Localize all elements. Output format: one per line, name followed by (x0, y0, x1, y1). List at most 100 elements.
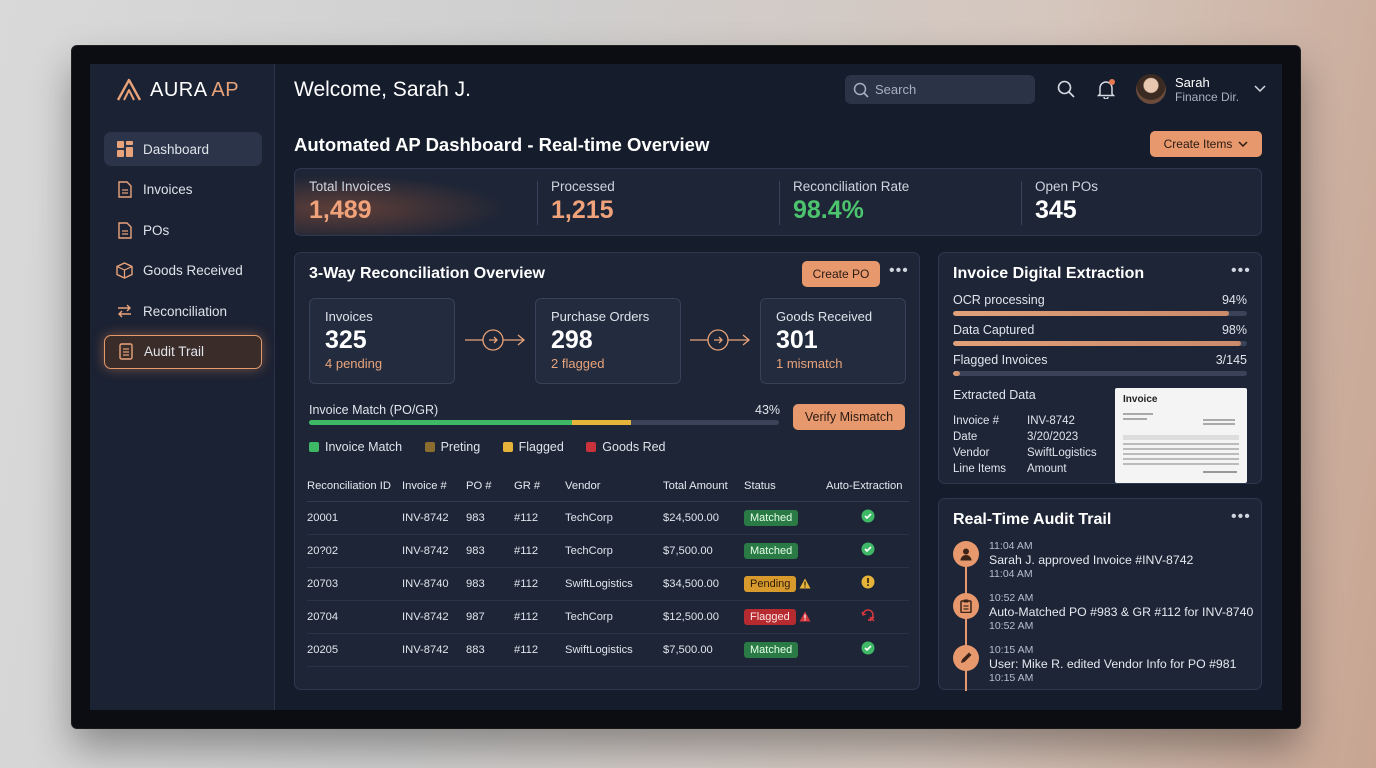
monitor-frame: AURA AP Dashboard Invoices POs (72, 46, 1300, 728)
cell-invoice: INV-8742 (402, 534, 466, 568)
search-icon[interactable] (1056, 79, 1076, 99)
timeline-line (965, 551, 967, 691)
table-row[interactable]: 20?02 INV-8742 983 #112 TechCorp $7,500.… (307, 534, 909, 568)
cell-po: 983 (466, 501, 514, 535)
stat-processed[interactable]: Processed 1,215 (537, 169, 779, 235)
extracted-fields: Invoice # INV-8742 Date 3/20/2023 Vendor Sw… (953, 413, 1097, 477)
column-header[interactable]: PO # (466, 471, 514, 502)
status-badge: Matched (744, 641, 799, 658)
verify-mismatch-button[interactable]: Verify Mismatch (793, 404, 905, 430)
sidebar-item-pos[interactable]: POs (104, 213, 262, 247)
more-options-icon[interactable]: ••• (1231, 508, 1251, 525)
create-po-button[interactable]: Create PO (802, 261, 880, 287)
column-header[interactable]: Total Amount (663, 471, 744, 502)
column-header[interactable]: Vendor (565, 471, 663, 502)
flow-label: Goods Received (776, 309, 873, 324)
invoice-thumb-title: Invoice (1123, 394, 1158, 405)
warning-icon (799, 578, 811, 589)
search-input[interactable]: Search (845, 75, 1035, 104)
flow-label: Invoices (325, 309, 373, 324)
create-items-button[interactable]: Create Items (1150, 131, 1262, 157)
sidebar-item-invoices[interactable]: Invoices (104, 173, 262, 207)
sidebar-item-reconciliation[interactable]: Reconciliation (104, 294, 262, 328)
audit-entry[interactable]: 10:15 AM User: Mike R. edited Vendor Inf… (989, 643, 1236, 685)
stat-reconciliation-rate[interactable]: Reconciliation Rate 98.4% (779, 169, 1021, 235)
invoice-lines-graphic (1123, 395, 1239, 473)
sidebar-item-audit-trail[interactable]: Audit Trail (104, 334, 262, 369)
welcome-title: Welcome, Sarah J. (294, 78, 472, 101)
cell-gr: #112 (514, 501, 565, 535)
bar-value: 3/145 (1215, 353, 1247, 367)
cell-gr: #112 (514, 567, 565, 601)
more-options-icon[interactable]: ••• (1231, 262, 1251, 279)
field-key: Invoice # (953, 415, 1000, 427)
flow-value: 301 (776, 326, 818, 354)
column-header[interactable]: Reconciliation ID (307, 471, 402, 502)
legend-item: Goods Red (586, 440, 666, 454)
bell-icon[interactable] (1096, 79, 1116, 99)
sidebar-item-dashboard[interactable]: Dashboard (104, 132, 262, 166)
legend-item: Invoice Match (309, 440, 402, 454)
document-icon (116, 221, 133, 239)
audit-time: 11:04 AM (989, 540, 1033, 552)
audit-entry[interactable]: 11:04 AM Sarah J. approved Invoice #INV-… (989, 539, 1193, 581)
field-key: Date (953, 431, 978, 443)
stat-total-invoices[interactable]: Total Invoices 1,489 (295, 169, 537, 235)
bar-value: 94% (1221, 293, 1247, 307)
flow-card-invoices[interactable]: Invoices 325 4 pending (309, 298, 455, 384)
check-circle-icon (861, 509, 874, 523)
sidebar: AURA AP Dashboard Invoices POs (90, 64, 275, 710)
table-row[interactable]: 20001 INV-8742 983 #112 TechCorp $24,500… (307, 501, 909, 535)
verify-mismatch-label: Verify Mismatch (804, 410, 894, 424)
field-value: Amount (1027, 463, 1067, 475)
warning-icon (799, 611, 811, 622)
cell-po: 883 (466, 633, 514, 667)
audit-entry[interactable]: 10:52 AM Auto-Matched PO #983 & GR #112 … (989, 591, 1253, 633)
chevron-down-icon (1238, 140, 1248, 147)
extraction-panel: Invoice Digital Extraction ••• OCR proce… (938, 252, 1262, 484)
column-header[interactable]: Auto-Extraction (826, 471, 909, 502)
cell-po: 987 (466, 600, 514, 634)
flow-sub: 4 pending (325, 356, 383, 371)
table-header-row: Reconciliation ID Invoice # PO # GR # Ve… (307, 471, 909, 502)
table-row[interactable]: 20704 INV-8742 987 #112 TechCorp $12,500… (307, 600, 909, 634)
list-document-icon (117, 343, 134, 360)
cell-amount: $7,500.00 (663, 534, 744, 568)
legend: Invoice Match Preting Flagged Goods Red (309, 439, 684, 457)
match-progress-bar (309, 420, 779, 425)
cell-amount: $7,500.00 (663, 633, 744, 667)
column-header[interactable]: Invoice # (402, 471, 466, 502)
sidebar-nav: Dashboard Invoices POs Goods Received (104, 132, 262, 375)
logo-text: AURA (150, 78, 207, 101)
match-segment (309, 420, 573, 425)
stat-open-pos[interactable]: Open POs 345 (1021, 169, 1263, 235)
stat-label: Processed (551, 179, 615, 194)
invoice-thumbnail[interactable]: Invoice (1115, 388, 1247, 483)
swap-icon (116, 303, 133, 320)
cell-vendor: SwiftLogistics (565, 567, 663, 601)
flow-card-goods-received[interactable]: Goods Received 301 1 mismatch (760, 298, 906, 384)
bar-value: 98% (1221, 323, 1247, 337)
create-items-label: Create Items (1163, 137, 1233, 151)
sidebar-item-goods-received[interactable]: Goods Received (104, 254, 262, 288)
app-logo[interactable]: AURA AP (116, 78, 239, 102)
cell-gr: #112 (514, 600, 565, 634)
stat-value: 345 (1035, 196, 1077, 224)
table-row[interactable]: 20703 INV-8740 983 #112 SwiftLogistics $… (307, 567, 909, 601)
column-header[interactable]: GR # (514, 471, 565, 502)
cell-invoice: INV-8742 (402, 501, 466, 535)
field-value: SwiftLogistics (1027, 447, 1097, 459)
status-badge: Matched (744, 542, 799, 559)
table-row[interactable]: 20205 INV-8742 883 #112 SwiftLogistics $… (307, 633, 909, 667)
flow-card-purchase-orders[interactable]: Purchase Orders 298 2 flagged (535, 298, 681, 384)
user-menu[interactable]: Sarah Finance Dir. (1136, 74, 1266, 104)
bar-label: OCR processing (953, 293, 1045, 307)
user-icon (953, 541, 979, 567)
more-options-icon[interactable]: ••• (889, 262, 909, 279)
column-header[interactable]: Status (744, 471, 826, 502)
check-circle-icon (861, 542, 874, 556)
stat-value: 98.4% (793, 196, 864, 224)
error-refresh-icon (860, 609, 874, 622)
audit-text: Sarah J. approved Invoice #INV-8742 (989, 553, 1194, 567)
panel-title: 3-Way Reconciliation Overview (309, 265, 545, 282)
